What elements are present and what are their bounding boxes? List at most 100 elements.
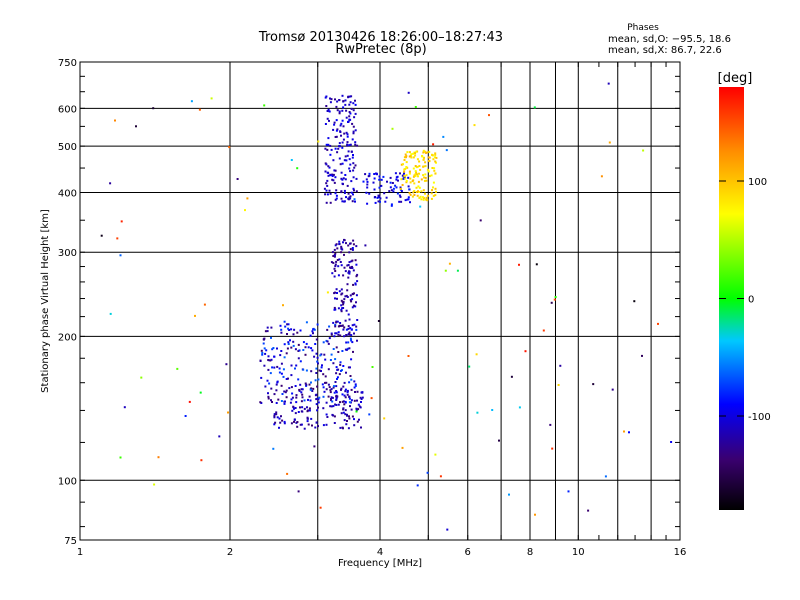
echo-point xyxy=(335,332,338,335)
echo-point xyxy=(334,291,336,294)
echo-point xyxy=(330,405,333,408)
echo-point xyxy=(354,385,357,387)
echo-point xyxy=(427,170,430,173)
echo-point xyxy=(408,188,411,191)
echo-point xyxy=(346,133,349,136)
echo-point xyxy=(347,271,350,274)
echo-point xyxy=(442,135,445,138)
echo-point xyxy=(330,398,332,400)
echo-point xyxy=(279,421,282,424)
echo-point xyxy=(285,396,288,399)
echo-point xyxy=(354,391,356,393)
echo-point xyxy=(332,348,335,350)
echo-point xyxy=(350,408,353,411)
echo-point xyxy=(325,189,328,192)
echo-point xyxy=(340,369,342,372)
echo-point xyxy=(330,396,333,399)
x-tick-label: 2 xyxy=(227,547,233,558)
echo-point xyxy=(336,320,339,323)
echo-point xyxy=(399,195,402,198)
echo-point xyxy=(426,471,429,474)
echo-point xyxy=(325,388,328,391)
echo-point xyxy=(315,398,318,401)
echo-point xyxy=(346,144,349,147)
echo-point xyxy=(338,240,341,243)
echo-point xyxy=(290,386,293,389)
echo-point xyxy=(414,165,417,167)
echo-point xyxy=(391,127,394,130)
echo-point xyxy=(358,418,360,421)
echo-point xyxy=(416,194,419,197)
echo-point xyxy=(270,336,272,339)
echo-point xyxy=(420,198,423,201)
echo-point xyxy=(498,439,500,442)
echo-point xyxy=(352,154,354,156)
echo-point xyxy=(422,158,425,161)
echo-point xyxy=(332,261,335,264)
echo-point xyxy=(371,366,374,368)
echo-point xyxy=(119,254,122,257)
echo-point xyxy=(352,169,355,172)
x-tick-label: 6 xyxy=(465,547,471,558)
echo-point xyxy=(346,393,349,396)
echo-point xyxy=(344,396,347,399)
x-axis-label: Frequency [MHz] xyxy=(338,558,422,569)
echo-point xyxy=(305,321,308,324)
echo-point xyxy=(354,305,357,308)
echo-point xyxy=(355,325,358,328)
echo-point xyxy=(332,405,335,408)
echo-point xyxy=(261,353,264,356)
echo-point xyxy=(434,160,437,163)
echo-point xyxy=(283,356,286,359)
echo-point xyxy=(347,198,350,201)
echo-point xyxy=(263,337,266,340)
echo-point xyxy=(338,145,341,148)
echo-point xyxy=(421,196,424,199)
echo-point xyxy=(335,404,338,406)
echo-point xyxy=(333,275,336,278)
echo-point xyxy=(286,472,289,475)
echo-point xyxy=(305,369,308,372)
echo-point xyxy=(273,423,276,426)
echo-point xyxy=(269,372,272,375)
echo-point xyxy=(344,155,347,158)
echo-point xyxy=(306,410,309,413)
echo-point xyxy=(390,203,393,206)
echo-point xyxy=(356,319,359,321)
echo-point xyxy=(423,179,426,182)
echo-point xyxy=(292,333,295,336)
echo-point xyxy=(278,426,280,429)
echo-points xyxy=(100,82,673,531)
y-tick-label: 300 xyxy=(58,248,77,259)
echo-point xyxy=(316,360,319,363)
echo-point xyxy=(405,174,408,177)
echo-point xyxy=(313,445,316,448)
x-tick-label: 4 xyxy=(377,547,383,558)
echo-point xyxy=(422,165,425,168)
echo-point xyxy=(425,198,428,201)
echo-point xyxy=(316,385,319,388)
echo-point xyxy=(282,375,285,378)
echo-point xyxy=(336,109,339,112)
echo-point xyxy=(341,141,344,144)
echo-point xyxy=(282,368,285,371)
echo-point xyxy=(348,115,351,118)
echo-point xyxy=(305,384,308,387)
echo-point xyxy=(300,423,303,426)
echo-point xyxy=(278,371,281,374)
echo-point xyxy=(352,239,355,242)
echo-point xyxy=(289,401,292,404)
echo-point xyxy=(394,172,397,175)
echo-point xyxy=(343,335,346,338)
echo-point xyxy=(333,121,336,124)
echo-point xyxy=(349,266,351,269)
echo-point xyxy=(301,388,304,391)
echo-point xyxy=(417,185,420,188)
echo-point xyxy=(336,259,339,261)
echo-point xyxy=(333,267,336,270)
echo-point xyxy=(641,354,643,357)
echo-point xyxy=(335,194,338,197)
echo-point xyxy=(348,111,351,113)
echo-point xyxy=(430,174,433,177)
echo-point xyxy=(401,446,404,449)
